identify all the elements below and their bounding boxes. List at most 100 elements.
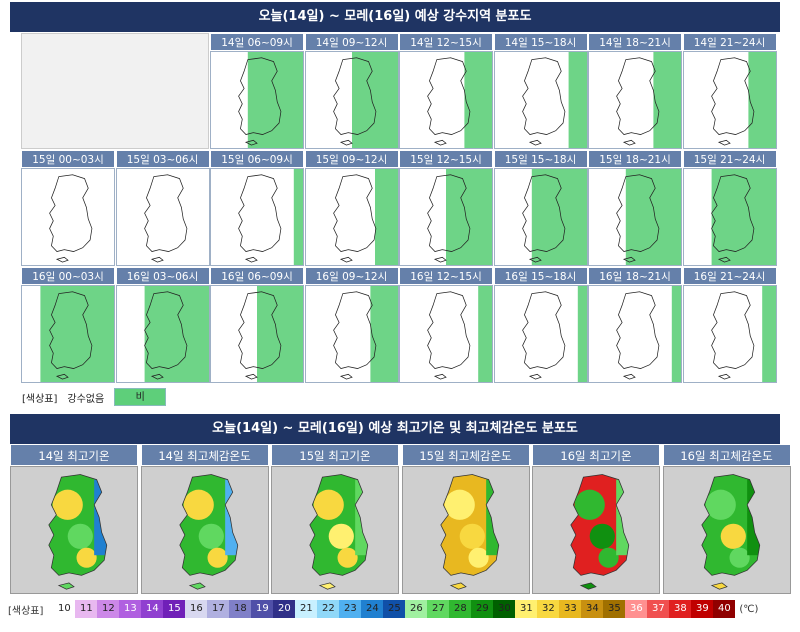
- panel-time-label: 15일 12~15시: [399, 150, 493, 168]
- scale-unit: (℃): [739, 603, 759, 615]
- precip-panel: 15일 00~03시: [21, 150, 115, 266]
- precip-map: [115, 168, 210, 266]
- panel-time-label: 15일 00~03시: [21, 150, 115, 168]
- precip-map: [588, 51, 682, 149]
- panel-time-label: 16일 03~06시: [115, 267, 210, 285]
- panel-time-label: 15일 15~18시: [493, 150, 588, 168]
- temp-map: [140, 466, 269, 594]
- precip-map: [682, 51, 777, 149]
- scale-bin: 32: [537, 600, 560, 618]
- panel-title: 16일 최고체감온도: [662, 444, 791, 466]
- precip-map: [399, 285, 493, 383]
- precip-panel: 15일 03~06시: [115, 150, 210, 266]
- precip-panel: 16일 06~09시: [210, 267, 304, 383]
- precip-panel: 16일 12~15시: [399, 267, 493, 383]
- scale-bin: 40: [713, 600, 736, 618]
- temp-title: 오늘(14일) ~ 모레(16일) 예상 최고기온 및 최고체감온도 분포도: [10, 414, 780, 444]
- precip-panel: 15일 09~12시: [304, 150, 399, 266]
- scale-bin: 34: [581, 600, 604, 618]
- precip-map: [21, 285, 115, 383]
- precip-map: [588, 285, 682, 383]
- scale-bin: 39: [691, 600, 714, 618]
- scale-bin: 29: [471, 600, 494, 618]
- precip-map: [682, 168, 777, 266]
- precip-map: [399, 51, 493, 149]
- temp-map: [10, 466, 138, 594]
- precip-map: [210, 51, 304, 149]
- temp-map: [662, 466, 791, 594]
- scale-bin: 22: [317, 600, 340, 618]
- scale-bin: 26: [405, 600, 428, 618]
- panel-title: 14일 최고체감온도: [140, 444, 269, 466]
- temp-panel: 14일 최고체감온도: [140, 444, 269, 594]
- scale-bin: 35: [603, 600, 626, 618]
- precip-panel: 16일 21~24시: [682, 267, 777, 383]
- panel-time-label: 14일 12~15시: [399, 33, 493, 51]
- panel-time-label: 14일 18~21시: [588, 33, 682, 51]
- panel-time-label: 15일 06~09시: [210, 150, 304, 168]
- temp-scale: [색상표] 10 11 12 13 14 15 16 17 18 19 20 21 22 23 24 25 26…: [8, 600, 758, 618]
- scale-bin: 36: [625, 600, 648, 618]
- precip-map: [304, 168, 399, 266]
- scale-bin: 20: [273, 600, 296, 618]
- panel-time-label: 14일 21~24시: [682, 33, 777, 51]
- precip-map: [115, 285, 210, 383]
- precip-map: [399, 168, 493, 266]
- precip-panel: 16일 03~06시: [115, 267, 210, 383]
- scale-bin: 14: [141, 600, 164, 618]
- scale-bin: 21: [295, 600, 318, 618]
- precip-panel: 14일 18~21시: [588, 33, 682, 149]
- precip-title: 오늘(14일) ~ 모레(16일) 예상 강수지역 분포도: [10, 2, 780, 32]
- scale-bin: 16: [185, 600, 208, 618]
- temp-panel: 15일 최고기온: [271, 444, 399, 594]
- panel-time-label: 16일 21~24시: [682, 267, 777, 285]
- precip-panel: 16일 00~03시: [21, 267, 115, 383]
- precip-panel: 14일 06~09시: [210, 33, 304, 149]
- scale-label: [색상표]: [8, 605, 44, 617]
- panel-time-label: 15일 21~24시: [682, 150, 777, 168]
- precip-map: [304, 51, 399, 149]
- precip-panel: 15일 15~18시: [493, 150, 588, 266]
- scale-bin: 12: [97, 600, 120, 618]
- scale-bin: 37: [647, 600, 670, 618]
- scale-bin: 38: [669, 600, 692, 618]
- precip-map: [588, 168, 682, 266]
- scale-bin: 31: [515, 600, 538, 618]
- panel-title: 15일 최고기온: [271, 444, 399, 466]
- precip-map: [304, 285, 399, 383]
- panel-title: 15일 최고체감온도: [401, 444, 530, 466]
- panel-time-label: 16일 00~03시: [21, 267, 115, 285]
- panel-time-label: 16일 18~21시: [588, 267, 682, 285]
- legend-rain: 비: [114, 388, 167, 406]
- precip-legend: [색상표] 강수없음 비: [22, 388, 167, 406]
- scale-bin: 27: [427, 600, 450, 618]
- scale-bin: 13: [119, 600, 142, 618]
- precip-panel: 16일 09~12시: [304, 267, 399, 383]
- temp-map: [532, 466, 660, 594]
- temp-panel: 16일 최고체감온도: [662, 444, 791, 594]
- panel-time-label: 16일 06~09시: [210, 267, 304, 285]
- precip-map: [682, 285, 777, 383]
- panel-time-label: 16일 15~18시: [493, 267, 588, 285]
- panel-time-label: 15일 18~21시: [588, 150, 682, 168]
- precip-panel: 14일 12~15시: [399, 33, 493, 149]
- precip-map: [493, 51, 588, 149]
- panel-time-label: 14일 15~18시: [493, 33, 588, 51]
- temp-panel: 14일 최고기온: [10, 444, 138, 594]
- precip-panel: 15일 18~21시: [588, 150, 682, 266]
- precip-map: [493, 168, 588, 266]
- panel-time-label: 15일 03~06시: [115, 150, 210, 168]
- temp-map: [271, 466, 399, 594]
- precip-panel: 14일 21~24시: [682, 33, 777, 149]
- precip-panel: 16일 18~21시: [588, 267, 682, 383]
- scale-bin: 11: [75, 600, 98, 618]
- panel-time-label: 16일 09~12시: [304, 267, 399, 285]
- scale-bin: 15: [163, 600, 186, 618]
- temp-panel: 16일 최고기온: [532, 444, 660, 594]
- panel-time-label: 14일 06~09시: [210, 33, 304, 51]
- scale-bin: 19: [251, 600, 274, 618]
- scale-bin: 33: [559, 600, 582, 618]
- temp-panel: 15일 최고체감온도: [401, 444, 530, 594]
- precip-map: [210, 285, 304, 383]
- scale-bin: 23: [339, 600, 362, 618]
